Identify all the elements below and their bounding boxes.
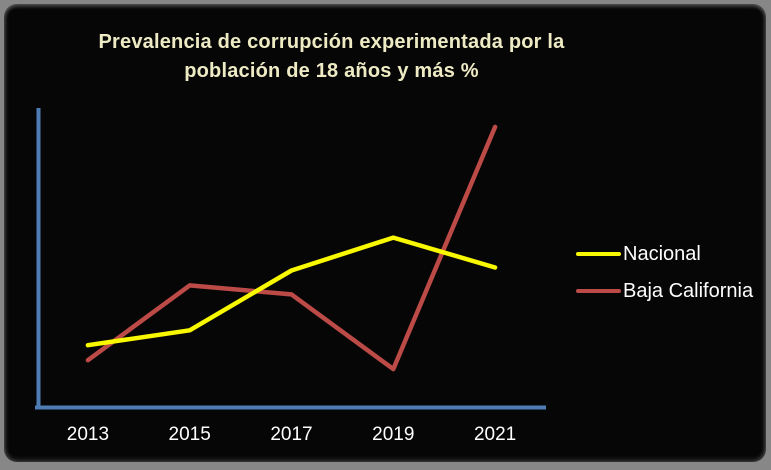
chart-title: Prevalencia de corrupción experimentada …: [4, 28, 659, 86]
legend: Nacional Baja California: [576, 242, 771, 316]
legend-item-baja-california: Baja California: [576, 279, 771, 303]
x-axis-label: 2013: [66, 424, 110, 445]
legend-item-nacional: Nacional: [576, 242, 771, 266]
legend-swatch-baja-california: [576, 288, 621, 294]
chart-title-line1: Prevalencia de corrupción experimentada …: [98, 31, 565, 53]
x-axis-label: 2019: [372, 424, 415, 445]
legend-label-nacional: Nacional: [623, 242, 701, 265]
series-line-nacional: [85, 235, 498, 348]
series-line-baja-california: [85, 124, 498, 372]
legend-swatch-nacional: [576, 251, 621, 257]
chart-canvas: Prevalencia de corrupción experimentada …: [4, 4, 766, 462]
x-axis-label: 2017: [270, 424, 313, 445]
chart-title-line2: población de 18 años y más %: [184, 60, 479, 82]
x-axis-label: 2015: [168, 424, 211, 445]
x-axis-label: 2021: [473, 424, 517, 445]
legend-label-baja-california: Baja California: [623, 279, 754, 302]
